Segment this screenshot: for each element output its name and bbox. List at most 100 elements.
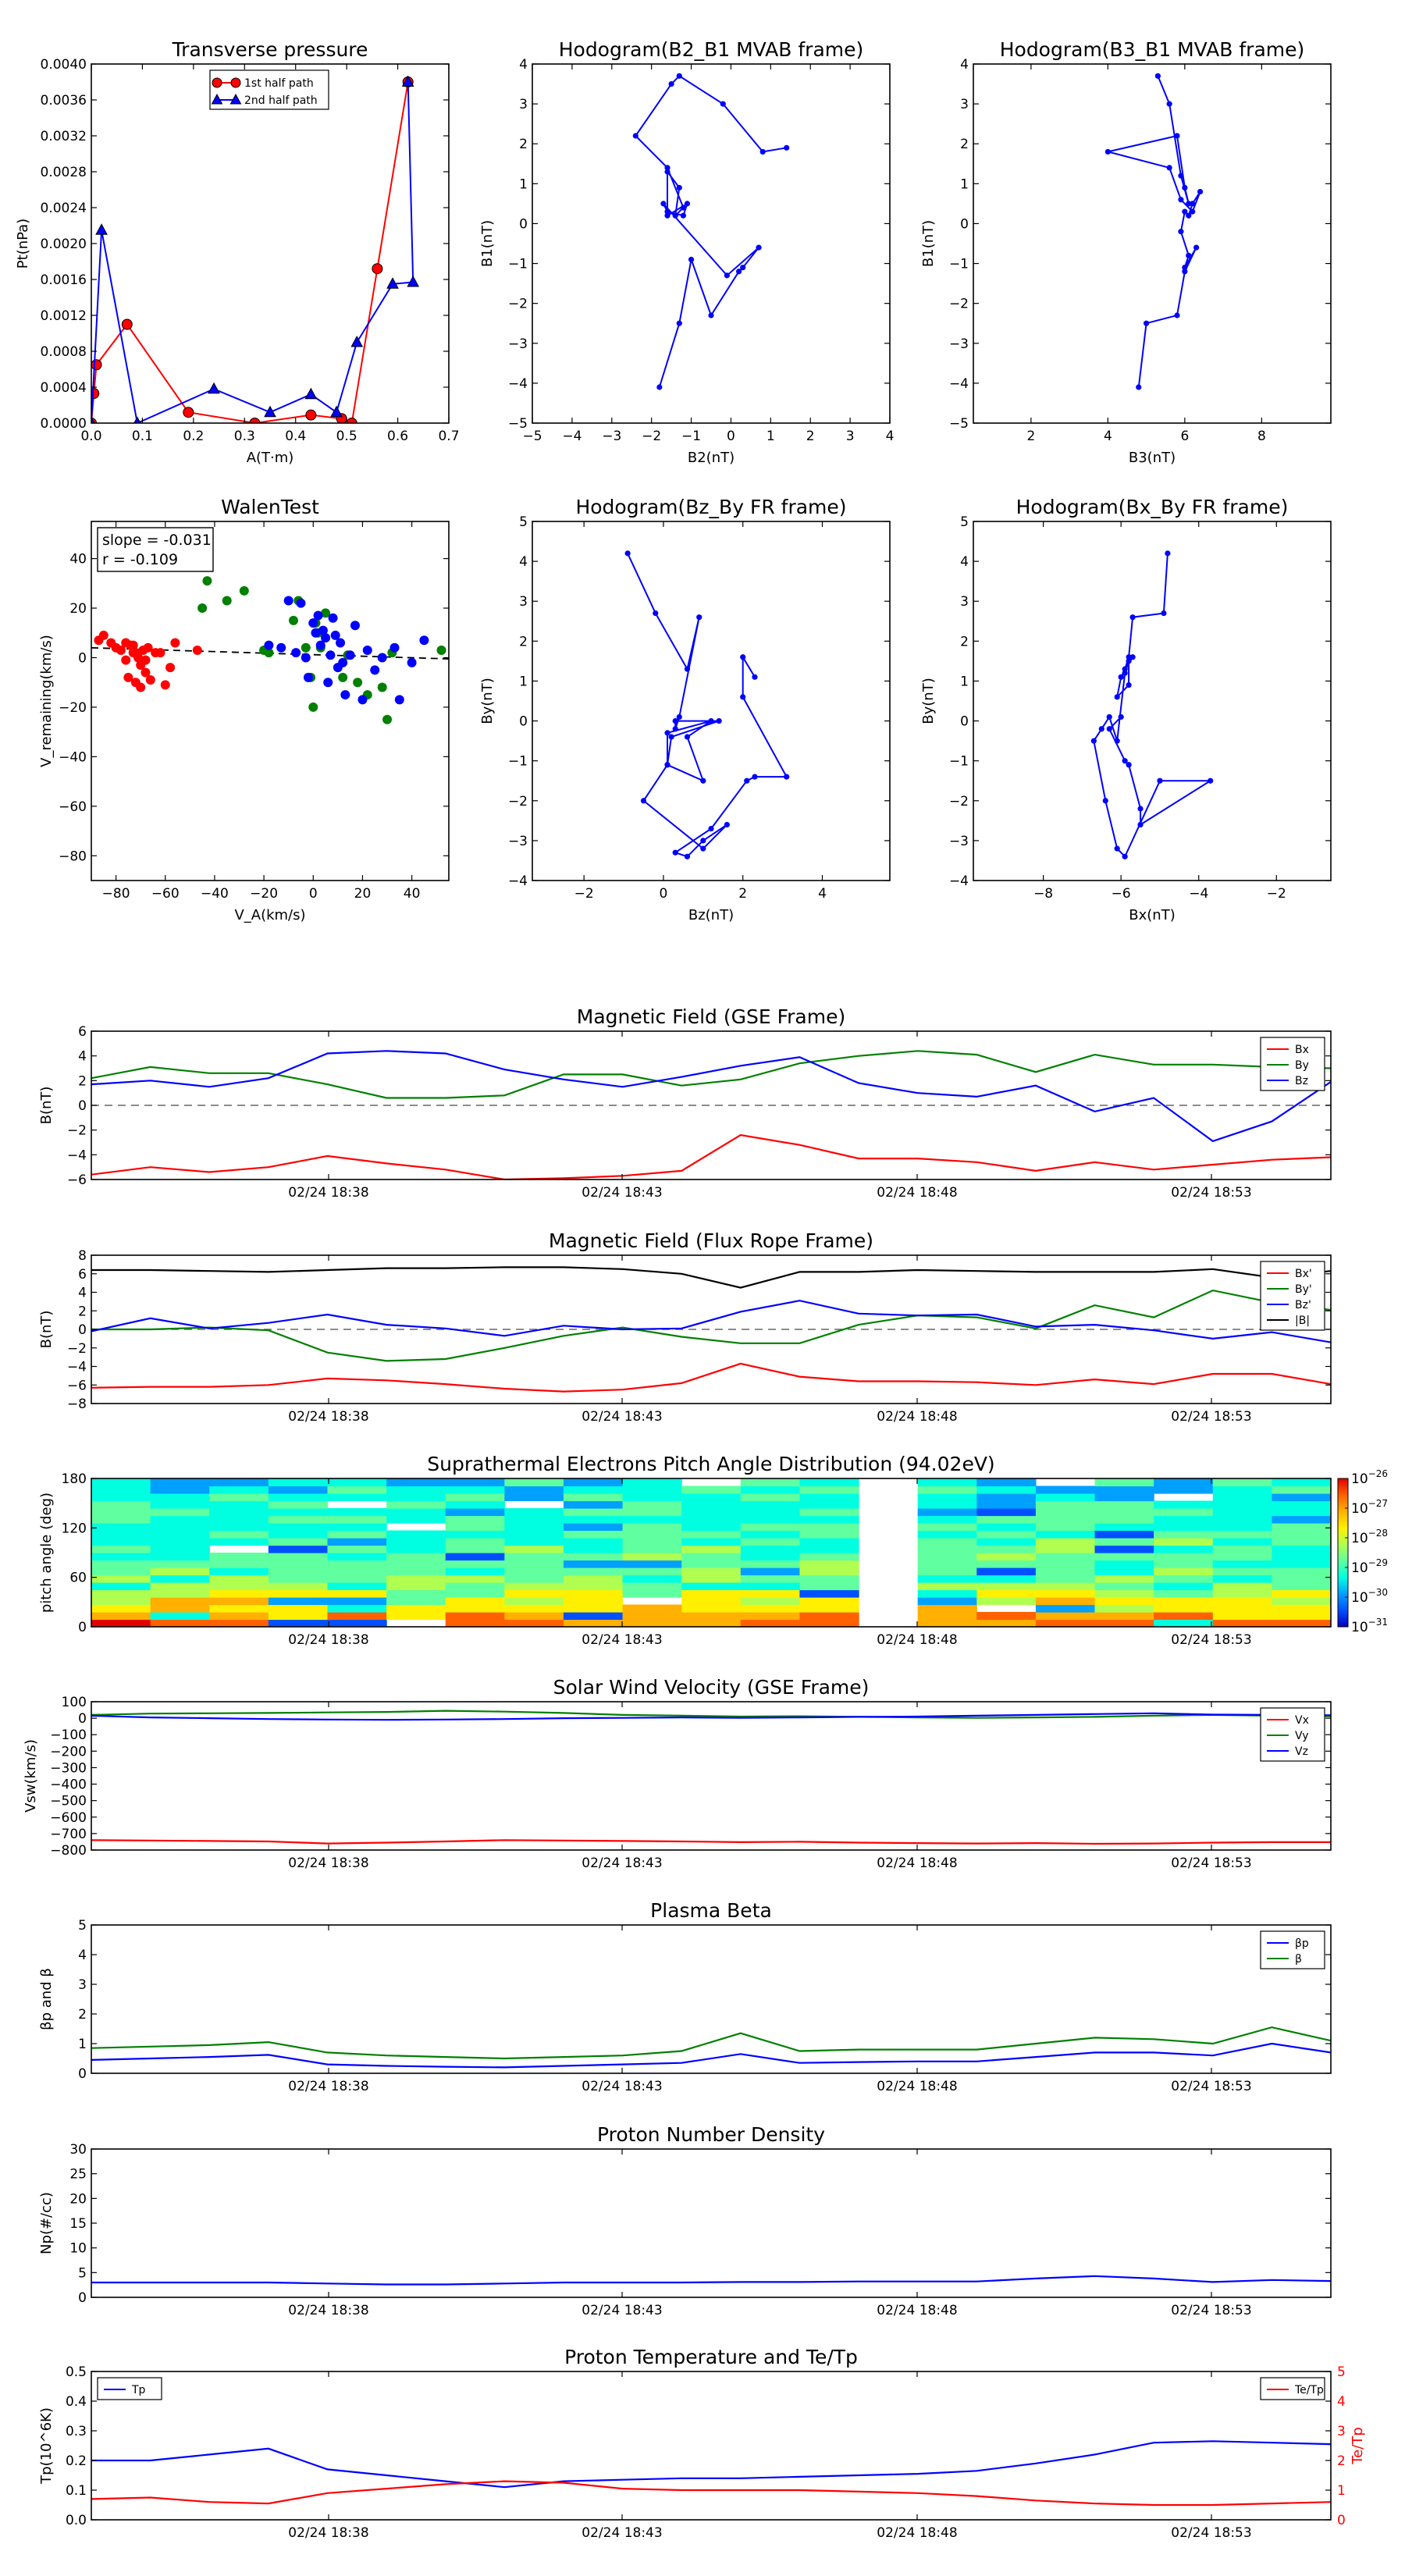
heatmap-cell [1035, 1582, 1096, 1591]
heatmap-cell [386, 1538, 446, 1546]
heatmap-cell [327, 1619, 387, 1627]
heatmap-cell [1272, 1582, 1331, 1591]
y-tick-label: −3 [508, 336, 528, 352]
heatmap-cell [445, 1500, 505, 1509]
heatmap-cell [268, 1560, 329, 1568]
heatmap-cell [740, 1493, 801, 1502]
heatmap-cell [1154, 1478, 1214, 1487]
x-axis-label: V_A(km/s) [234, 907, 305, 923]
heatmap-cell [327, 1567, 387, 1576]
data-point [95, 223, 108, 235]
data-point [724, 272, 730, 279]
legend-label: 2nd half path [244, 94, 318, 107]
heatmap-cell [91, 1619, 151, 1627]
data-point [676, 73, 682, 79]
data-point [1157, 777, 1163, 784]
colorbar-base: 10 [1351, 1620, 1368, 1635]
heatmap-cell [386, 1508, 446, 1517]
heatmap-cell [150, 1582, 210, 1591]
heatmap-cell [563, 1485, 624, 1494]
y-tick-label: 1 [960, 674, 969, 689]
colorbar-exponent: −28 [1368, 1528, 1388, 1539]
heatmap-cell [209, 1604, 269, 1613]
heatmap-cell [386, 1500, 446, 1509]
heatmap-cell [1094, 1545, 1154, 1553]
heatmap-cell [91, 1530, 151, 1539]
heatmap-cell [1154, 1553, 1214, 1561]
legend-marker [230, 77, 241, 88]
data-point [1114, 694, 1120, 700]
series-line [91, 81, 409, 423]
heatmap-cell [740, 1619, 801, 1627]
data-point [249, 418, 261, 423]
scatter-point [340, 690, 350, 700]
heatmap-cell [91, 1478, 151, 1487]
scatter-point [321, 608, 331, 618]
heatmap-cell [150, 1508, 210, 1517]
legend-marker [211, 93, 223, 105]
y-axis-label: B1(nT) [920, 220, 937, 267]
scatter-point [321, 633, 331, 643]
heatmap-cell [1212, 1493, 1272, 1502]
data-point [724, 821, 730, 828]
heatmap-cell [268, 1612, 329, 1621]
y-tick-label: −40 [59, 749, 87, 765]
heatmap-cell [622, 1604, 682, 1613]
panel-title: WalenTest [221, 496, 319, 518]
legend-label: By [1295, 1059, 1309, 1072]
y-tick-label: 0 [519, 714, 528, 730]
x-tick-label: 4 [818, 886, 827, 902]
heatmap-cell [917, 1589, 977, 1598]
heatmap-cell [1035, 1500, 1096, 1509]
heatmap-cell [799, 1545, 859, 1553]
heatmap-cell [386, 1493, 446, 1502]
heatmap-cell [1035, 1612, 1096, 1621]
heatmap-cell [1272, 1538, 1331, 1546]
panel-title: Plasma Beta [650, 1899, 772, 1922]
heatmap-cell [681, 1515, 742, 1524]
y-tick-label: 0 [78, 2290, 87, 2306]
heatmap-cell [1212, 1515, 1272, 1524]
data-point [1186, 252, 1192, 258]
y-tick-label: 0.5 [66, 2364, 87, 2380]
time-tick-label: 02/24 18:38 [288, 1632, 368, 1648]
heatmap-cell [976, 1523, 1037, 1532]
y-tick-label: 1 [960, 176, 969, 192]
heatmap-cell [681, 1545, 742, 1553]
y-axis-label: B(nT) [38, 1311, 55, 1349]
y-tick-label: 6 [78, 1024, 87, 1040]
y-tick-label: 25 [69, 2167, 87, 2183]
y-tick-label: 3 [960, 97, 969, 112]
heatmap-cell [150, 1553, 210, 1561]
y-tick-label: 2 [78, 1073, 87, 1089]
y-tick-label: −20 [59, 700, 87, 716]
time-tick-label: 02/24 18:43 [582, 1185, 662, 1201]
heatmap-cell [917, 1612, 977, 1621]
scatter-point [170, 638, 180, 648]
y-tick-label: −4 [949, 873, 969, 889]
panel-walen: WalenTest slope = -0.031 r = -0.109 −80 −60 −… [38, 496, 450, 923]
heatmap-cell [976, 1545, 1037, 1553]
colorbar-exponent: −30 [1368, 1587, 1388, 1598]
y-tick-label: −700 [50, 1827, 87, 1842]
y-tick-label: 4 [519, 554, 528, 570]
heatmap-cell [150, 1560, 210, 1568]
data-point [700, 845, 706, 852]
heatmap-cell [504, 1612, 564, 1621]
heatmap-cell [740, 1508, 801, 1517]
heatmap-cell [209, 1538, 269, 1546]
axes-frame [91, 2371, 1332, 2521]
data-point [740, 265, 746, 271]
panel-pad: Suprathermal Electrons Pitch Angle Distr… [38, 1453, 1388, 1648]
heatmap-cell [445, 1589, 505, 1598]
heatmap-cell [681, 1500, 742, 1509]
heatmap-cell [91, 1538, 151, 1546]
heatmap-cell [976, 1560, 1037, 1568]
heatmap-cell [445, 1485, 505, 1494]
series-line [91, 1050, 1331, 1099]
colorbar-tick-label: 10−26 [1351, 1468, 1388, 1487]
y-axis-label: V_remaining(km/s) [38, 635, 55, 767]
series-line [635, 75, 787, 388]
heatmap-cell [1154, 1523, 1214, 1532]
heatmap-cell [445, 1597, 505, 1606]
